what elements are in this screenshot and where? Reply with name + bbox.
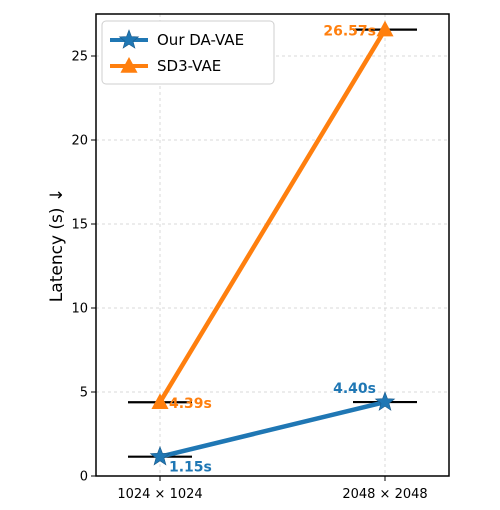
y-axis-label: Latency (s) ↓: [47, 188, 67, 302]
legend-box: [101, 20, 275, 85]
y-tick-label: 25: [71, 50, 88, 65]
legend-label: Our DA-VAE: [157, 31, 244, 49]
legend-label: SD3-VAE: [157, 57, 221, 75]
data-label: 1.15s: [169, 460, 212, 476]
data-point-marker: [149, 445, 171, 466]
y-tick-label: 15: [71, 218, 88, 233]
data-point-marker: [374, 391, 396, 411]
x-axis: 1024 × 1024 2048 × 2048: [117, 476, 428, 502]
legend-star-icon: [118, 29, 140, 49]
x-tick-label: 2048 × 2048: [342, 487, 427, 502]
x-tick-label: 1024 × 1024: [117, 487, 202, 502]
data-label: 4.39s: [169, 396, 212, 412]
y-axis: 0 5 10 15 20 25: [71, 50, 96, 485]
series-line: [157, 399, 388, 459]
y-tick-label: 0: [80, 470, 88, 485]
series-line: [157, 27, 388, 405]
y-tick-label: 10: [71, 302, 88, 317]
legend: Our DA-VAE SD3-VAE: [101, 20, 275, 85]
data-point-marker: [376, 20, 394, 37]
plot-frame: [95, 13, 450, 477]
y-tick-label: 5: [80, 386, 88, 401]
data-point-marker: [151, 393, 169, 409]
series-layer: 1.15s 4.40s 4.39s 26.57s: [128, 20, 417, 476]
data-label: 4.40s: [333, 381, 376, 397]
legend-triangle-icon: [120, 57, 138, 73]
y-tick-label: 20: [71, 134, 88, 149]
data-label: 26.57s: [323, 24, 376, 40]
